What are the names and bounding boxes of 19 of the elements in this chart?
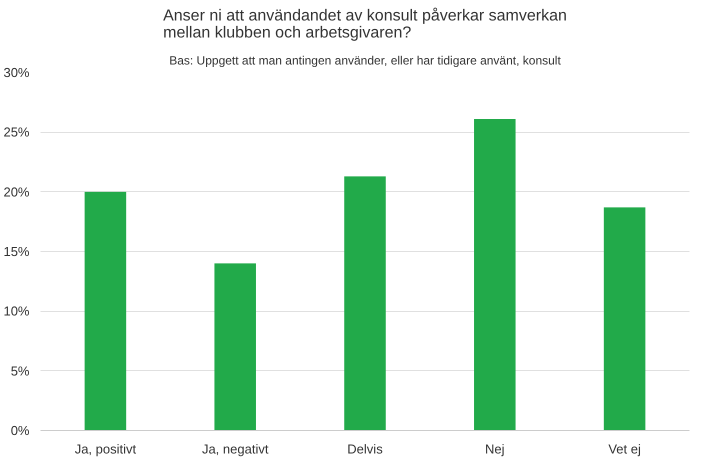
y-tick-label: 25% (3, 124, 30, 140)
x-tick-label: Ja, positivt (74, 442, 136, 456)
bar (474, 119, 516, 430)
x-tick-label: Ja, negativt (202, 442, 269, 456)
y-tick-label: 0% (10, 423, 30, 438)
x-tick-label: Nej (485, 442, 505, 456)
x-tick-label: Delvis (347, 442, 384, 456)
x-tick-label: Vet ej (608, 442, 641, 456)
y-tick-label: 20% (3, 184, 30, 200)
chart-title: Anser ni att användandet av konsult påverkar samverkan mellan klubben och arbetsgivaren? (163, 8, 567, 42)
bar (214, 263, 256, 430)
bar (604, 207, 646, 430)
bar (84, 192, 126, 430)
y-tick-label: 5% (10, 363, 30, 378)
chart-subtitle: Bas: Uppgett att man antingen använder, eller har tidigare använt, konsult (169, 54, 562, 68)
y-tick-label: 30% (3, 65, 30, 80)
y-tick-label: 10% (3, 304, 30, 319)
bar (344, 176, 386, 430)
y-tick-label: 15% (3, 244, 30, 259)
